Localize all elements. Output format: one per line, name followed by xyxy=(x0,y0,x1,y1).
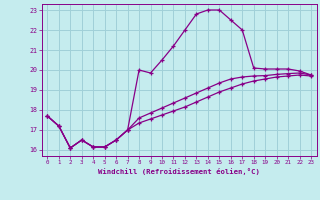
X-axis label: Windchill (Refroidissement éolien,°C): Windchill (Refroidissement éolien,°C) xyxy=(98,168,260,175)
